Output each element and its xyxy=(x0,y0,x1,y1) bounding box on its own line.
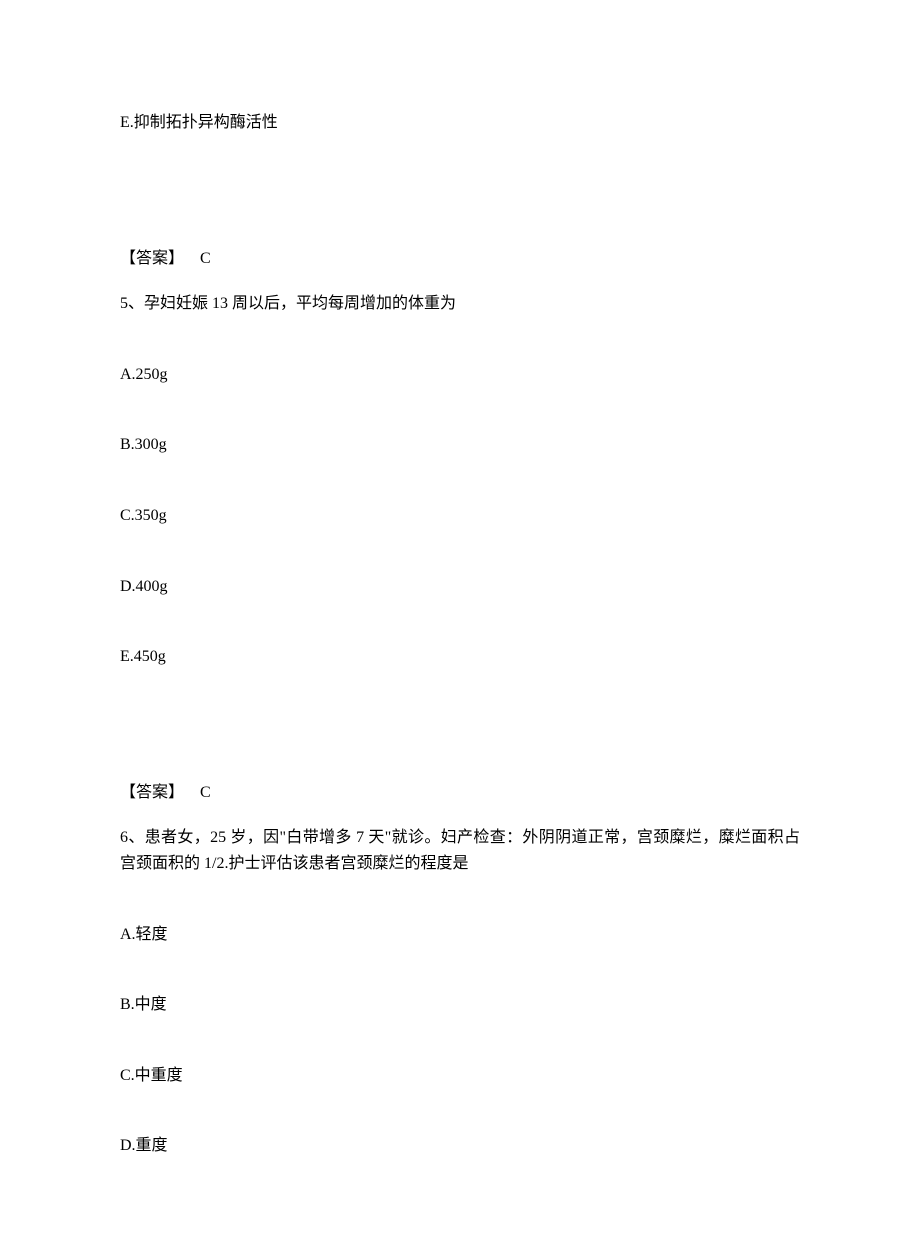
question-5-option-c: C.350g xyxy=(120,503,800,529)
answer-label: 【答案】 xyxy=(120,250,184,267)
question-5-answer: 【答案】 C xyxy=(120,780,800,806)
answer-value: C xyxy=(200,250,211,267)
question-5-option-e: E.450g xyxy=(120,644,800,670)
question-6-option-c: C.中重度 xyxy=(120,1063,800,1089)
question-6-option-a: A.轻度 xyxy=(120,922,800,948)
question-5-options: A.250g B.300g C.350g D.400g E.450g xyxy=(120,362,800,670)
answer-value: C xyxy=(200,784,211,801)
question-6-option-b: B.中度 xyxy=(120,992,800,1018)
question-5-option-d: D.400g xyxy=(120,574,800,600)
answer-label: 【答案】 xyxy=(120,784,184,801)
question-5-stem: 5、孕妇妊娠 13 周以后，平均每周增加的体重为 xyxy=(120,291,800,317)
question-5-option-a: A.250g xyxy=(120,362,800,388)
prev-question-option-e: E.抑制拓扑异构酶活性 xyxy=(120,110,800,136)
prev-question-answer: 【答案】 C xyxy=(120,246,800,272)
question-6-stem: 6、患者女，25 岁，因"白带增多 7 天"就诊。妇产检查：外阴阴道正常，宫颈糜… xyxy=(120,825,800,876)
question-5-option-b: B.300g xyxy=(120,432,800,458)
question-6-option-d: D.重度 xyxy=(120,1133,800,1159)
question-6-options: A.轻度 B.中度 C.中重度 D.重度 xyxy=(120,922,800,1159)
